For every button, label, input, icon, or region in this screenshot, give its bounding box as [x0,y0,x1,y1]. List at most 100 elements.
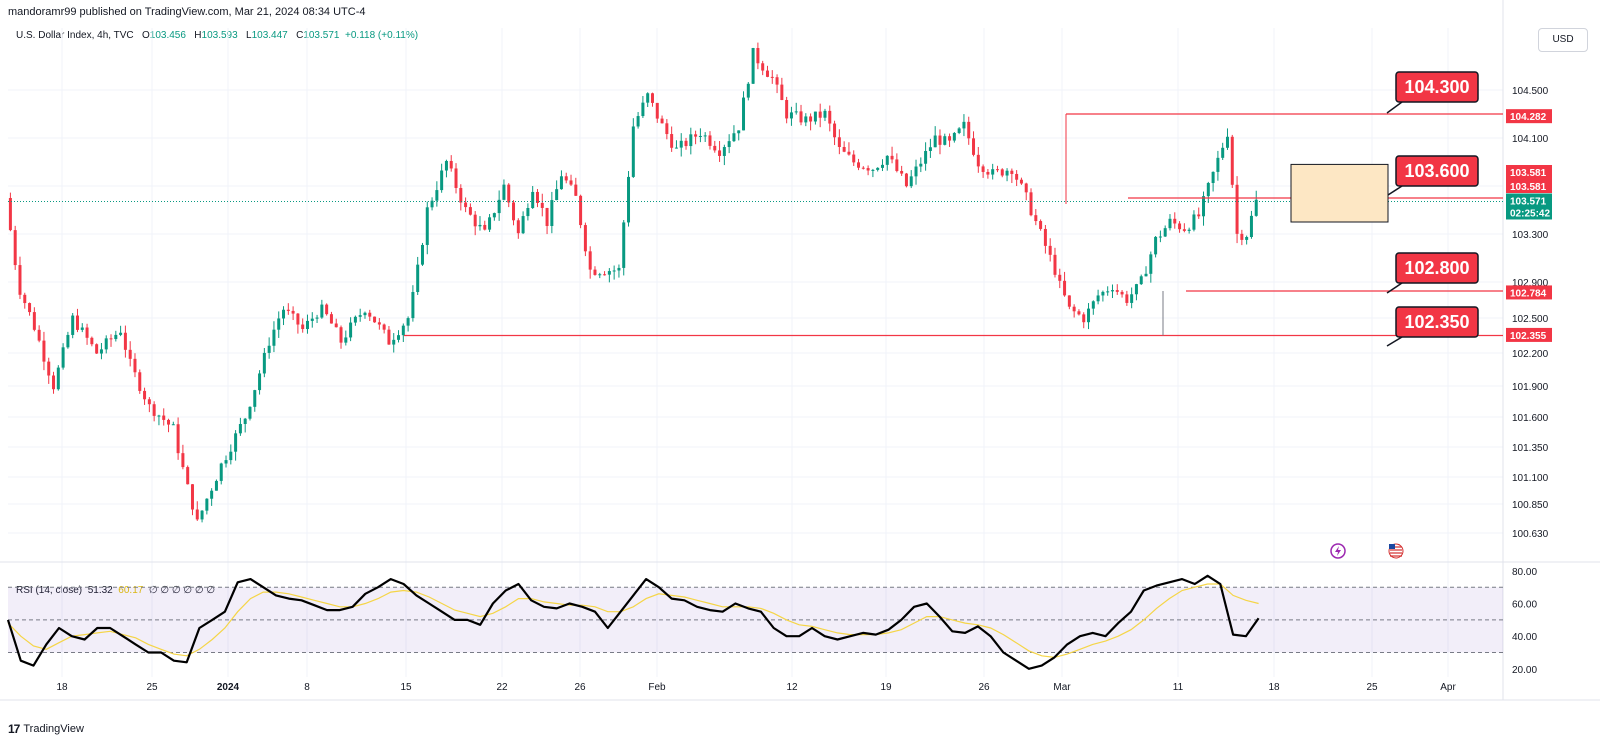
candle-body [703,135,707,137]
candle-body [47,361,51,376]
candle-body [650,93,654,103]
candle-body [765,70,769,77]
candle-body [617,267,621,271]
time-axis-label: 8 [304,682,310,693]
candle-body [708,135,712,146]
candle-body [382,324,386,330]
candle-body [444,160,448,171]
price-zone-box [1290,163,1389,223]
candle-body [919,163,923,167]
candle-body [646,93,650,103]
time-axis-label: 18 [56,682,68,693]
candle-body [660,118,664,124]
price-tag [1506,179,1552,193]
candle-body [80,327,84,330]
close-label: C [296,30,304,41]
callout-box [1395,252,1479,284]
candle-body [545,207,549,226]
candle-body [133,358,137,373]
candle-body [785,100,789,119]
rsi-ma-value: 60.17 [118,585,144,596]
price-axis-label: 101.900 [1512,382,1549,393]
candle-body [583,225,587,252]
candle-body [612,270,616,272]
currency-button[interactable]: USD [1538,28,1588,52]
candle-body [1225,136,1229,148]
candle-body [162,415,166,420]
open-label: O [142,30,150,41]
candle-body [56,367,60,390]
candle-body [310,318,314,321]
high-label: H [194,30,202,41]
candle-body [1115,290,1119,292]
candle-body [272,329,276,346]
candle-body [502,184,506,200]
candle-body [866,168,870,171]
price-axis-label: 101.100 [1512,473,1549,484]
candle-body [641,102,645,117]
callout-pointer [1386,101,1403,114]
candle-body [1101,291,1105,296]
price-axis-label: 104.100 [1512,134,1549,145]
candle-body [320,304,324,318]
candle-body [756,48,760,64]
price-axis-label: 101.350 [1512,443,1549,454]
candle-body [42,340,46,362]
candle-body [564,176,568,181]
candle-body [1235,184,1239,234]
candle-body [66,334,70,348]
candle-body [521,216,525,234]
us-flag-icon [1389,544,1395,549]
candle-body [938,135,942,145]
candle-body [176,424,180,454]
time-axis-label: 25 [1366,682,1378,693]
candle-body [214,480,218,491]
candle-body [871,169,875,171]
candle-body [794,111,798,113]
price-tag [1506,285,1552,300]
rsi-label[interactable]: RSI (14, close) [16,585,83,596]
callout-pointer [1386,282,1403,294]
candle-body [286,309,290,311]
symbol-name[interactable]: U.S. Dollar Index, 4h, TVC [16,30,134,41]
candle-body [1192,214,1196,230]
candle-body [373,316,377,323]
candle-body [1221,147,1225,158]
candle-body [1230,136,1234,185]
rsi-line [6,574,1260,670]
price-tag-label: 103.581 [1510,182,1547,193]
candle-body [147,399,151,405]
candle-body [234,433,238,452]
price-tag-label: 103.581 [1510,168,1547,179]
candle-body [1096,295,1100,302]
candle-body [603,274,607,276]
candle-body [406,318,410,326]
candle-body [698,135,702,137]
candle-body [1245,237,1249,240]
price-axis-label: 101.600 [1512,413,1549,424]
rsi-axis-label: 20.00 [1512,665,1537,676]
candle-body [1010,170,1014,174]
candle-body [253,390,257,407]
candle-body [334,323,338,328]
candle-body [1110,290,1114,292]
price-axis-label: 102.200 [1512,349,1549,360]
candle-body [694,134,698,137]
candle-body [900,170,904,174]
candle-body [248,406,252,419]
candle-body [1144,273,1148,277]
callout-box [1395,155,1479,187]
candle-body [497,199,501,214]
candle-body [837,137,841,147]
price-tag-label: 104.282 [1510,112,1547,123]
candle-body [267,345,271,353]
tradingview-brand[interactable]: 17 TradingView [8,722,84,736]
candle-body [195,509,199,520]
publish-line: mandoramr99 published on TradingView.com… [8,6,366,18]
candle-body [722,147,726,156]
callout-label: 102.350 [1404,312,1469,332]
time-axis-label: 15 [400,682,412,693]
candle-body [1106,291,1110,293]
candle-body [1058,274,1062,281]
